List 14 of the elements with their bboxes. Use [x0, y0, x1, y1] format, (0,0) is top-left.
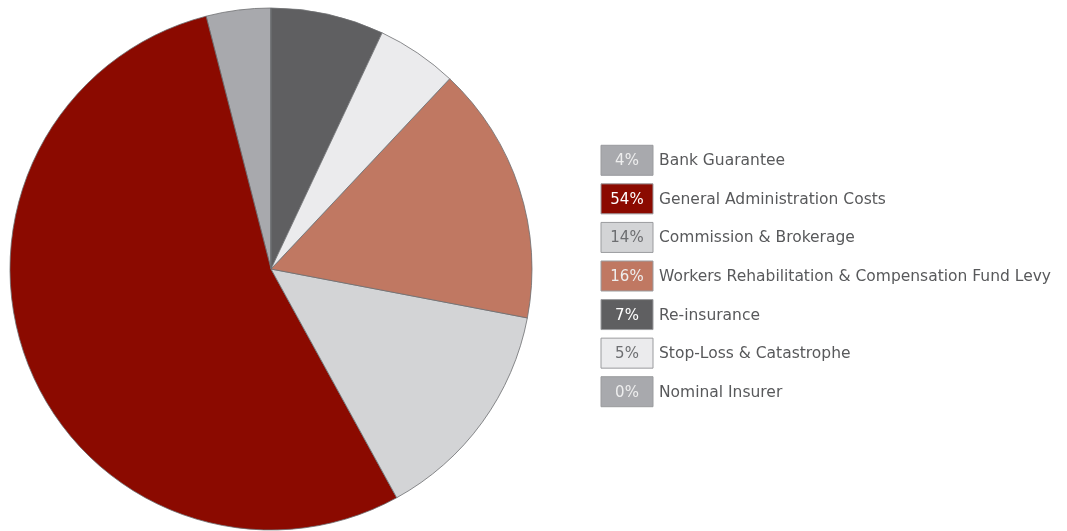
data-label: 54% — [610, 189, 644, 208]
data-label: 4% — [615, 151, 639, 170]
legend-label: Bank Guarantee — [659, 151, 786, 170]
legend-label: Stop-Loss & Catastrophe — [659, 344, 851, 363]
legend-label: Workers Rehabilitation & Compensation Fund Levy — [659, 267, 1052, 285]
data-label: 7% — [615, 305, 639, 324]
data-label: 14% — [610, 228, 644, 247]
text: 0% — [615, 382, 639, 401]
data-label: 5% — [615, 344, 639, 363]
legend-label: General Administration Costs — [659, 189, 886, 208]
legend-label: Re-insurance — [659, 305, 760, 324]
legend-label: Nominal Insurer — [659, 382, 783, 401]
data-label: 16% — [610, 267, 644, 285]
legend-label: Commission & Brokerage — [659, 228, 855, 247]
